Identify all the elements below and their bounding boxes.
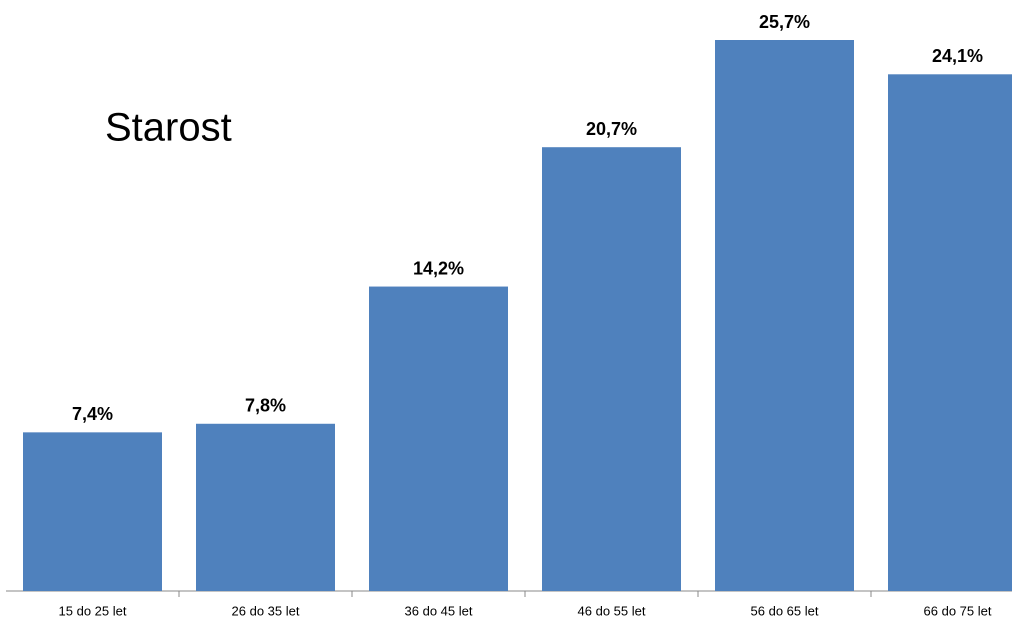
bar xyxy=(715,40,854,591)
value-label: 25,7% xyxy=(759,12,810,32)
value-label: 14,2% xyxy=(413,258,464,278)
value-label: 24,1% xyxy=(932,46,983,66)
x-tick-label: 36 do 45 let xyxy=(405,603,473,618)
chart-title: Starost xyxy=(105,106,232,150)
bar xyxy=(369,286,508,591)
x-tick-label: 56 do 65 let xyxy=(751,603,819,618)
x-tick-label: 15 do 25 let xyxy=(59,603,127,618)
x-tick-label: 26 do 35 let xyxy=(232,603,300,618)
bar xyxy=(23,432,162,591)
x-tick-label: 66 do 75 let xyxy=(924,603,992,618)
value-label: 7,8% xyxy=(245,396,286,416)
value-label: 7,4% xyxy=(72,404,113,424)
x-tick-label: 46 do 55 let xyxy=(578,603,646,618)
bar xyxy=(542,147,681,592)
bar xyxy=(888,74,1012,591)
value-label: 20,7% xyxy=(586,119,637,139)
bar xyxy=(196,423,335,591)
